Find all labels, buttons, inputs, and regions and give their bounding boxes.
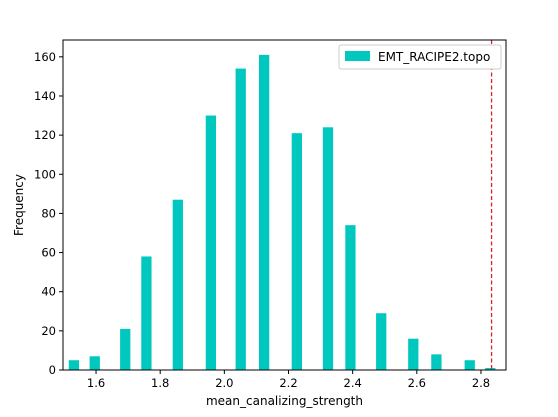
- histogram-bar: [485, 368, 496, 370]
- x-tick-label: 2.8: [472, 376, 490, 390]
- y-tick-label: 40: [41, 285, 56, 299]
- histogram-bar: [258, 54, 270, 370]
- x-tick-label: 2.2: [279, 376, 297, 390]
- x-tick-label: 1.6: [87, 376, 105, 390]
- x-tick-label: 2.4: [344, 376, 362, 390]
- x-tick-label: 1.8: [151, 376, 169, 390]
- histogram-bar: [205, 115, 217, 370]
- bars-layer: [68, 54, 496, 371]
- ticks-layer: 1.6 1.8 2.0 2.2 2.4 2.6 2.8 0 20 40 60 80 100 120 140 1…: [34, 50, 490, 390]
- histogram-bar: [464, 360, 475, 370]
- histogram-bar: [322, 127, 334, 370]
- histogram-bar: [68, 360, 80, 370]
- y-tick-label: 80: [41, 206, 56, 220]
- y-tick-label: 120: [34, 128, 56, 142]
- y-tick-label: 60: [41, 246, 56, 260]
- legend: EMT_RACIPE2.topo: [338, 44, 502, 70]
- plot-frame: [62, 39, 507, 371]
- histogram-bar: [235, 68, 246, 371]
- histogram-bar: [291, 133, 302, 370]
- histogram-bar: [172, 199, 183, 370]
- histogram-bar: [408, 338, 419, 370]
- x-tick-label: 2.6: [408, 376, 426, 390]
- y-tick-label: 0: [49, 363, 56, 377]
- histogram-bar: [376, 313, 387, 370]
- histogram-bar: [120, 328, 131, 370]
- y-tick-label: 160: [34, 50, 56, 64]
- axes-layer: [62, 39, 507, 371]
- legend-label: EMT_RACIPE2.topo: [378, 50, 490, 64]
- legend-box: [338, 44, 502, 70]
- y-tick-label: 100: [34, 167, 56, 181]
- y-tick-label: 140: [34, 89, 56, 103]
- x-tick-label: 2.0: [215, 376, 233, 390]
- x-axis-label: mean_canalizing_strength: [206, 394, 363, 408]
- y-tick-label: 20: [41, 324, 56, 338]
- histogram-bar: [431, 354, 442, 370]
- histogram-bar: [89, 356, 100, 370]
- histogram-bar: [345, 225, 356, 370]
- histogram-bar: [141, 256, 152, 370]
- y-axis-label: Frequency: [12, 174, 26, 236]
- legend-swatch: [345, 51, 370, 61]
